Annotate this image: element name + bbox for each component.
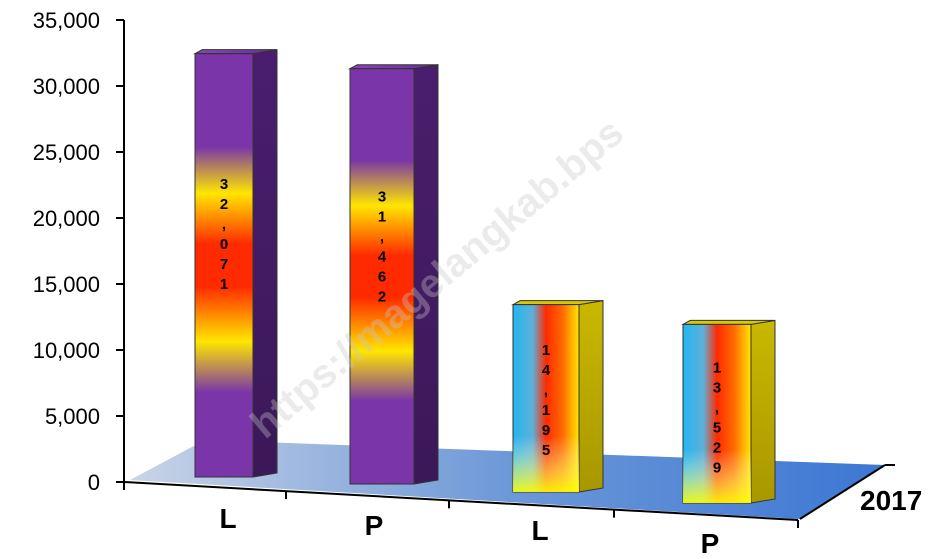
y-tick-label: 25,000: [33, 140, 100, 165]
x-axis: [123, 481, 799, 521]
bar-side: [578, 300, 604, 493]
x-category-label: P: [701, 528, 720, 559]
y-axis-ticks: 0 5,000 10,000 15,000 20,000 25,000 30,000 35,0…: [33, 8, 124, 495]
group-label: 2017: [860, 485, 922, 516]
y-tick-label: 0: [88, 470, 100, 495]
bar-front: [349, 68, 415, 485]
bar-front: [194, 53, 254, 478]
z-axis: [799, 464, 886, 520]
bar-front-glow: [683, 324, 751, 503]
bar-side: [750, 319, 776, 504]
x-category-label: L: [531, 515, 548, 546]
x-category-label: P: [365, 510, 384, 541]
bars: 3 2, 0 7 1 3 1, 4 6 2 1 4, 1 9 5 1 3, 5 2 9: [193, 49, 776, 504]
y-tick-label: 20,000: [33, 206, 100, 231]
y-tick-label: 30,000: [33, 74, 100, 99]
y-tick-label: 15,000: [33, 272, 100, 297]
y-tick-label: 5,000: [45, 404, 100, 429]
bar-front-glow: [513, 304, 579, 492]
x-category-label: L: [219, 503, 236, 534]
y-tick-label: 35,000: [33, 8, 100, 33]
y-tick-label: 10,000: [33, 338, 100, 363]
